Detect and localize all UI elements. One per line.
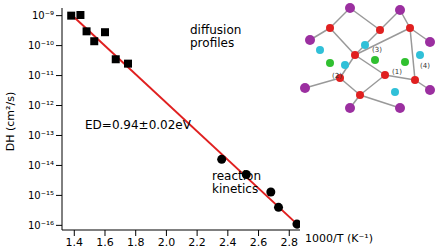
svg-text:1.8: 1.8 bbox=[127, 236, 145, 249]
html-text:ED=0.94±0.02eV: ED=0.94±0.02eV bbox=[85, 118, 191, 132]
svg-text:10⁻¹¹: 10⁻¹¹ bbox=[28, 70, 54, 81]
svg-text:10⁻¹⁶: 10⁻¹⁶ bbox=[28, 220, 54, 231]
svg-text:2.0: 2.0 bbox=[158, 236, 176, 249]
svg-text:10⁻¹⁵: 10⁻¹⁵ bbox=[28, 190, 54, 201]
svg-text:2.8: 2.8 bbox=[281, 236, 299, 249]
svg-text:10⁻¹⁴: 10⁻¹⁴ bbox=[28, 160, 54, 171]
svg-text:2.6: 2.6 bbox=[250, 236, 268, 249]
svg-text:(1): (1) bbox=[392, 68, 402, 76]
svg-text:(3): (3) bbox=[372, 46, 382, 54]
html-text:reaction kinetics: reaction kinetics bbox=[212, 169, 261, 196]
svg-text:10⁻¹⁰: 10⁻¹⁰ bbox=[28, 40, 54, 51]
html-text:diffusion profiles: diffusion profiles bbox=[190, 23, 242, 50]
html-text:1000/T (K⁻¹): 1000/T (K⁻¹) bbox=[305, 232, 373, 245]
svg-text:2.4: 2.4 bbox=[219, 236, 237, 249]
html-text:DH (cm²/s): DH (cm²/s) bbox=[3, 91, 17, 152]
svg-text:10⁻¹²: 10⁻¹² bbox=[28, 100, 54, 111]
svg-text:10⁻⁹: 10⁻⁹ bbox=[32, 10, 54, 21]
svg-text:(4): (4) bbox=[420, 62, 430, 70]
svg-text:1.4: 1.4 bbox=[66, 236, 84, 249]
svg-text:2.2: 2.2 bbox=[188, 236, 206, 249]
svg-text:(2): (2) bbox=[332, 72, 342, 80]
svg-text:1.6: 1.6 bbox=[96, 236, 114, 249]
svg-text:10⁻¹³: 10⁻¹³ bbox=[28, 130, 54, 141]
